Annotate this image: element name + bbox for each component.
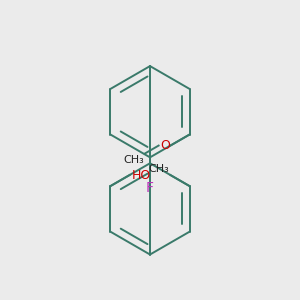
Text: F: F — [146, 181, 154, 195]
Text: CH₃: CH₃ — [148, 164, 169, 174]
Text: CH₃: CH₃ — [123, 154, 144, 165]
Text: HO: HO — [131, 169, 151, 182]
Text: O: O — [160, 139, 170, 152]
